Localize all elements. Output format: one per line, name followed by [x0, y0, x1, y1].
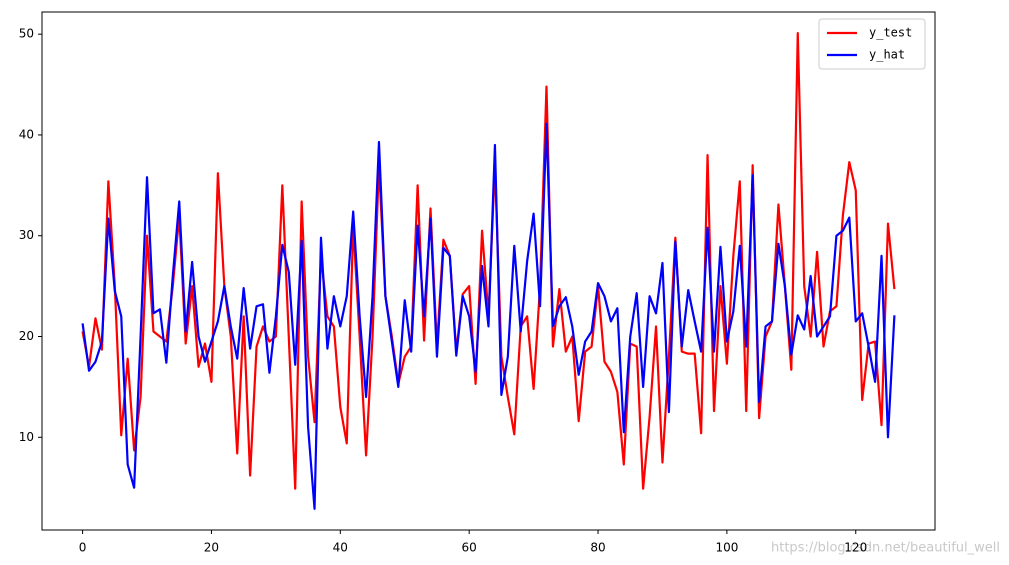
x-tick-label: 40: [333, 541, 348, 555]
plot-area: [81, 32, 896, 510]
x-tick-label: 60: [462, 541, 477, 555]
y-tick-label: 30: [19, 228, 34, 242]
line-series: [81, 122, 896, 510]
legend-label: y_test: [869, 26, 912, 40]
y-tick-label: 20: [19, 329, 34, 343]
y-tick-label: 10: [19, 430, 34, 444]
watermark: https://blog.csdn.net/beautiful_well: [771, 541, 1000, 556]
x-tick-label: 100: [715, 541, 738, 555]
y-tick-label: 40: [19, 127, 34, 141]
x-tick-label: 20: [204, 541, 219, 555]
y-tick-label: 50: [19, 27, 34, 41]
x-tick-label: 0: [79, 541, 87, 555]
x-tick-label: 120: [844, 541, 867, 555]
legend-label: y_hat: [869, 48, 905, 62]
x-tick-label: 80: [590, 541, 605, 555]
legend-box: [818, 18, 926, 70]
axes-frame: [41, 11, 936, 531]
